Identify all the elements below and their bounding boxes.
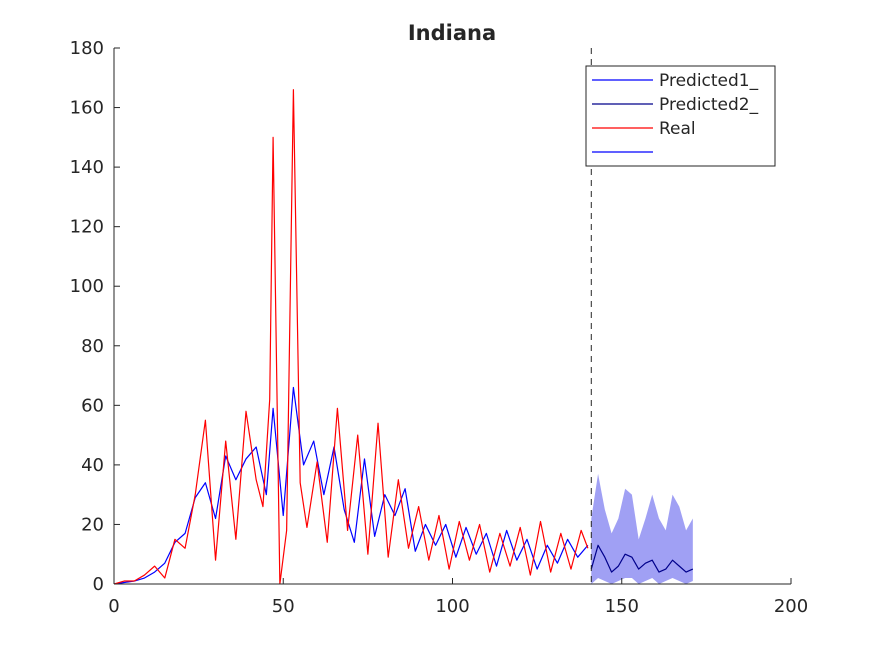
legend-entry-label: Real [659,119,696,139]
y-tick-label: 180 [70,38,104,59]
x-tick-label: 150 [605,596,639,617]
chart-title: Indiana [408,21,496,45]
axes: 0 50 100 150 200 0 20 40 60 80 100 120 140 160 180 [70,38,809,617]
legend: Predicted1_ Predicted2_ Real [585,65,776,167]
legend-entry-label: Predicted1_ [659,71,759,91]
legend-entry-label: Predicted2_ [659,95,759,115]
y-tick-label: 120 [70,217,104,238]
series-layer [114,89,694,584]
confidence-band [591,473,693,584]
y-tick-label: 60 [81,395,104,416]
x-tick-label: 0 [108,596,119,617]
y-tick-label: 20 [81,514,104,535]
x-tick-label: 200 [774,596,808,617]
series-line-2 [114,89,589,584]
series-line-1 [590,544,694,573]
x-tick-label: 100 [435,596,469,617]
y-tick-label: 0 [93,574,104,595]
y-tick-label: 40 [81,455,104,476]
y-tick-label: 160 [70,98,104,119]
y-tick-label: 140 [70,157,104,178]
x-tick-label: 50 [272,596,295,617]
y-tick-label: 100 [70,276,104,297]
series-line-0 [114,386,589,584]
confidence-band-layer [591,473,693,584]
legend-box [585,65,776,167]
y-tick-label: 80 [81,336,104,357]
